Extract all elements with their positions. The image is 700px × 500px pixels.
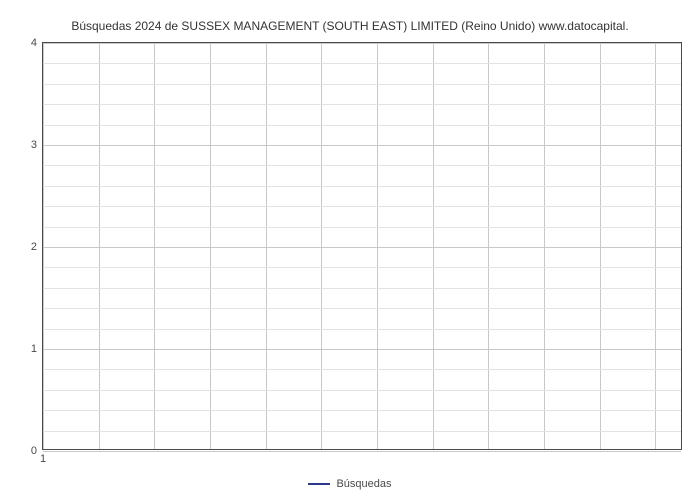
minor-gridline-horizontal	[43, 104, 681, 105]
minor-gridline-horizontal	[43, 329, 681, 330]
minor-gridline-horizontal	[43, 84, 681, 85]
x-tick-label: 1	[40, 449, 46, 465]
gridline-horizontal	[43, 43, 681, 44]
minor-gridline-horizontal	[43, 165, 681, 166]
legend-swatch	[308, 483, 330, 485]
legend-label: Búsquedas	[336, 478, 391, 490]
chart-title-line1: Búsquedas 2024 de SUSSEX MANAGEMENT (SOU…	[71, 19, 628, 33]
minor-gridline-horizontal	[43, 125, 681, 126]
minor-gridline-horizontal	[43, 390, 681, 391]
minor-gridline-horizontal	[43, 267, 681, 268]
minor-gridline-horizontal	[43, 410, 681, 411]
minor-gridline-horizontal	[43, 431, 681, 432]
minor-gridline-horizontal	[43, 206, 681, 207]
minor-gridline-horizontal	[43, 63, 681, 64]
gridline-horizontal	[43, 349, 681, 350]
gridline-horizontal	[43, 451, 681, 452]
y-tick-label: 1	[31, 343, 43, 355]
minor-gridline-horizontal	[43, 227, 681, 228]
plot-area: 012341	[42, 42, 682, 450]
gridline-horizontal	[43, 145, 681, 146]
minor-gridline-horizontal	[43, 369, 681, 370]
y-tick-label: 4	[31, 37, 43, 49]
minor-gridline-horizontal	[43, 288, 681, 289]
gridline-horizontal	[43, 247, 681, 248]
minor-gridline-horizontal	[43, 186, 681, 187]
y-tick-label: 3	[31, 139, 43, 151]
legend: Búsquedas	[0, 478, 700, 490]
y-tick-label: 2	[31, 241, 43, 253]
minor-gridline-horizontal	[43, 308, 681, 309]
